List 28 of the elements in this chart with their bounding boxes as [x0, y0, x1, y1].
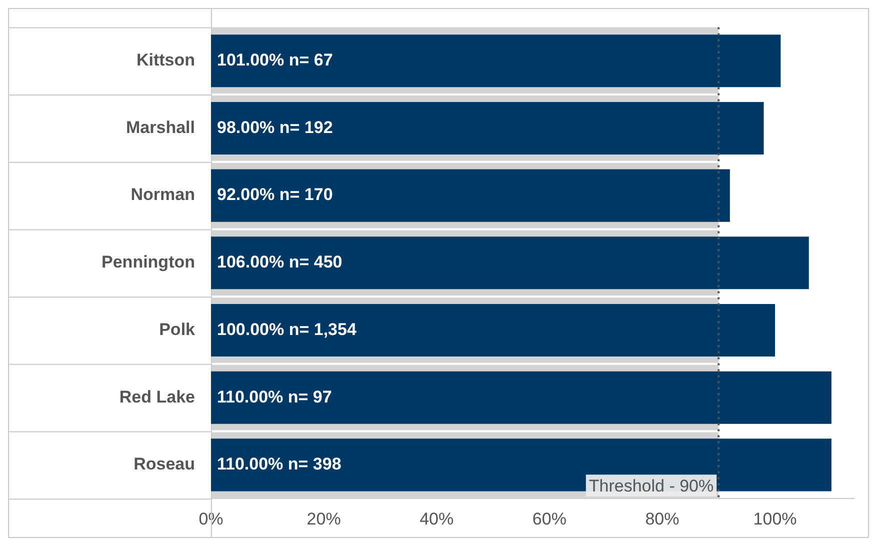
data-label: 106.00% n= 450 — [217, 252, 342, 272]
y-tick-label: Red Lake — [119, 387, 195, 406]
data-label: 110.00% n= 97 — [217, 387, 332, 406]
data-label: 98.00% n= 192 — [217, 118, 333, 137]
y-tick-label: Roseau — [134, 454, 195, 474]
y-tick-label: Polk — [159, 320, 196, 339]
y-tick-label: Marshall — [126, 118, 195, 137]
x-tick-label: 20% — [306, 509, 341, 528]
data-label: 100.00% n= 1,354 — [217, 320, 357, 339]
ref-line-label: Threshold - 90% — [588, 476, 714, 496]
x-tick-label: 0% — [198, 509, 224, 528]
data-label: 101.00% n= 67 — [217, 50, 333, 70]
bar — [211, 371, 832, 424]
bar — [211, 102, 764, 154]
bar — [211, 304, 776, 357]
y-tick-label: Pennington — [102, 252, 195, 272]
x-tick-label: 100% — [753, 509, 797, 528]
data-label: 92.00% n= 170 — [217, 185, 333, 204]
x-tick-label: 40% — [420, 509, 454, 528]
bar — [211, 169, 730, 222]
y-tick-label: Norman — [130, 185, 195, 204]
bar — [211, 236, 809, 290]
x-tick-label: 60% — [532, 509, 566, 528]
data-label: 110.00% n= 398 — [217, 454, 342, 474]
y-tick-label: Kittson — [136, 50, 195, 70]
bar — [211, 34, 781, 88]
bar — [211, 438, 832, 492]
x-tick-label: 80% — [645, 509, 680, 528]
